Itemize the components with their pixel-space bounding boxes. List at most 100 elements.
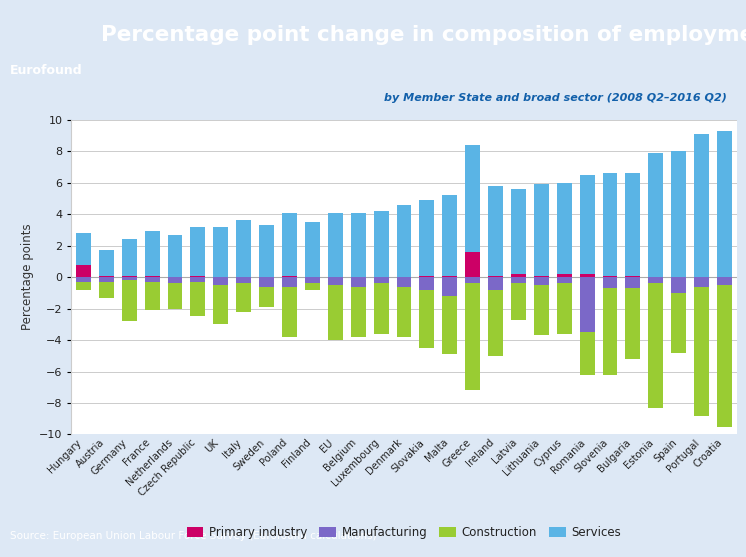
Bar bbox=[76, 233, 91, 265]
Bar bbox=[282, 277, 297, 286]
Legend: Primary industry, Manufacturing, Construction, Services: Primary industry, Manufacturing, Constru… bbox=[182, 521, 626, 544]
Bar bbox=[442, 277, 457, 296]
Bar bbox=[397, 277, 411, 286]
Bar bbox=[213, 285, 228, 324]
Bar bbox=[397, 286, 411, 337]
Bar bbox=[99, 282, 114, 297]
Bar bbox=[76, 277, 91, 282]
Bar bbox=[259, 225, 274, 277]
Bar bbox=[374, 277, 389, 284]
Bar bbox=[488, 276, 503, 277]
Bar bbox=[511, 277, 526, 284]
Bar bbox=[351, 277, 366, 286]
Bar bbox=[717, 285, 732, 427]
Bar bbox=[580, 277, 595, 332]
Bar bbox=[717, 131, 732, 277]
Bar bbox=[236, 284, 251, 312]
Bar bbox=[648, 277, 663, 284]
Bar bbox=[603, 276, 618, 277]
Bar bbox=[168, 284, 183, 309]
Bar bbox=[305, 284, 320, 290]
Bar bbox=[76, 282, 91, 290]
Bar bbox=[466, 284, 480, 390]
Bar bbox=[236, 221, 251, 277]
Bar bbox=[122, 240, 137, 276]
Bar bbox=[419, 277, 434, 290]
Bar bbox=[76, 265, 91, 277]
Bar bbox=[145, 276, 160, 277]
Bar bbox=[488, 290, 503, 356]
Bar bbox=[236, 277, 251, 284]
Bar bbox=[466, 252, 480, 277]
Bar bbox=[625, 288, 640, 359]
Bar bbox=[557, 183, 571, 274]
Bar bbox=[603, 173, 618, 276]
Bar bbox=[534, 276, 549, 277]
Bar bbox=[99, 276, 114, 277]
Bar bbox=[122, 280, 137, 321]
Bar bbox=[397, 205, 411, 277]
Bar bbox=[648, 284, 663, 408]
Bar bbox=[442, 276, 457, 277]
Bar bbox=[168, 234, 183, 277]
Bar bbox=[327, 277, 342, 285]
Bar bbox=[351, 213, 366, 277]
Bar bbox=[374, 211, 389, 277]
Bar bbox=[625, 276, 640, 277]
Bar bbox=[327, 213, 342, 277]
Bar bbox=[671, 277, 686, 293]
Bar bbox=[145, 282, 160, 310]
Bar bbox=[557, 277, 571, 284]
Bar bbox=[145, 277, 160, 282]
Bar bbox=[282, 286, 297, 337]
Bar bbox=[603, 277, 618, 288]
Bar bbox=[488, 186, 503, 276]
Bar bbox=[511, 189, 526, 274]
Bar bbox=[259, 286, 274, 307]
Bar bbox=[190, 282, 205, 316]
Bar bbox=[351, 286, 366, 337]
Bar bbox=[122, 276, 137, 277]
Bar bbox=[327, 285, 342, 340]
Bar bbox=[580, 175, 595, 274]
Bar bbox=[534, 184, 549, 276]
Bar bbox=[466, 145, 480, 252]
Bar bbox=[305, 277, 320, 284]
Bar bbox=[671, 293, 686, 353]
Bar bbox=[625, 173, 640, 276]
Bar bbox=[534, 285, 549, 335]
Bar bbox=[259, 277, 274, 286]
Text: Source: European Union Labour Force Survey (Eurofound calculations): Source: European Union Labour Force Surv… bbox=[10, 531, 376, 541]
Bar bbox=[580, 332, 595, 375]
Bar bbox=[534, 277, 549, 285]
Bar bbox=[580, 274, 595, 277]
Bar bbox=[190, 227, 205, 276]
Bar bbox=[419, 290, 434, 348]
Bar bbox=[99, 277, 114, 282]
Bar bbox=[511, 284, 526, 320]
Bar bbox=[99, 250, 114, 276]
Bar bbox=[625, 277, 640, 288]
Bar bbox=[694, 277, 709, 286]
Bar bbox=[282, 213, 297, 276]
Bar bbox=[190, 276, 205, 277]
Text: by Member State and broad sector (2008 Q2–2016 Q2): by Member State and broad sector (2008 Q… bbox=[384, 93, 727, 103]
Bar bbox=[213, 227, 228, 277]
Bar bbox=[122, 277, 137, 280]
Bar bbox=[488, 277, 503, 290]
Bar bbox=[213, 277, 228, 285]
Bar bbox=[305, 222, 320, 277]
Bar bbox=[717, 277, 732, 285]
Bar bbox=[648, 153, 663, 277]
Bar bbox=[168, 277, 183, 284]
Bar bbox=[557, 284, 571, 334]
Bar bbox=[671, 151, 686, 277]
Bar bbox=[603, 288, 618, 375]
Bar bbox=[557, 274, 571, 277]
Bar bbox=[442, 196, 457, 276]
Bar bbox=[466, 277, 480, 284]
Bar bbox=[419, 200, 434, 276]
Bar bbox=[511, 274, 526, 277]
Text: Percentage point change in composition of employment: Percentage point change in composition o… bbox=[101, 25, 746, 45]
Bar bbox=[694, 134, 709, 277]
